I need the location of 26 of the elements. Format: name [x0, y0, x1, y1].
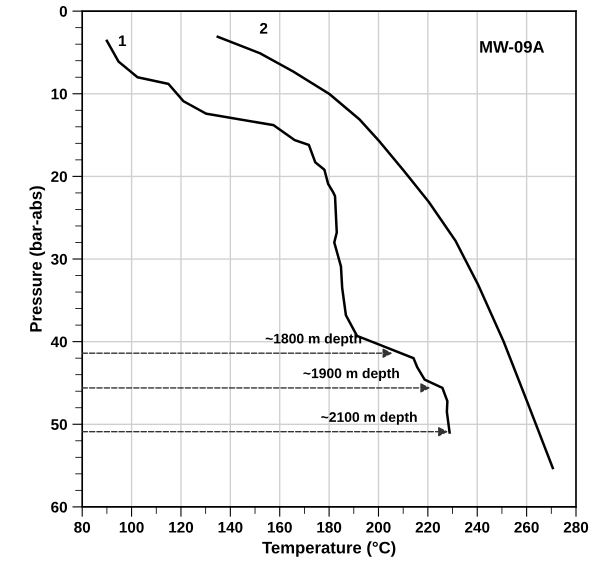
- y-tick-label: 50: [51, 419, 67, 430]
- annotation: ~2100 m depth: [321, 412, 417, 425]
- y-tick-label: 40: [50, 336, 67, 348]
- annotation: MW-09A: [480, 40, 544, 53]
- x-tick-label: 240: [465, 522, 490, 533]
- y-tick-label: 60: [51, 502, 67, 513]
- x-tick-label: 160: [268, 522, 292, 533]
- y-tick-label: 10: [52, 88, 67, 100]
- y-axis-title: Pressure (bar-abs): [30, 186, 46, 332]
- x-axis-title: Temperature (°C): [262, 541, 396, 557]
- x-tick-label: 180: [317, 522, 342, 533]
- x-tick-label: 100: [120, 522, 144, 533]
- x-tick-label: 80: [74, 522, 90, 533]
- series-label: 2: [260, 22, 268, 34]
- y-tick-label: 0: [60, 6, 67, 17]
- x-tick-label: 280: [564, 522, 588, 533]
- line-series: [216, 36, 554, 470]
- series-label: 1: [118, 36, 126, 46]
- x-tick-label: 260: [514, 522, 539, 533]
- annotation: ~1900 m depth: [303, 368, 399, 381]
- x-tick-label: 220: [416, 522, 440, 533]
- x-tick-label: 140: [218, 522, 242, 533]
- y-tick-label: 30: [50, 254, 67, 265]
- y-tick-label: 20: [51, 171, 67, 182]
- x-tick-label: 200: [366, 522, 391, 533]
- x-tick-label: 120: [169, 522, 194, 533]
